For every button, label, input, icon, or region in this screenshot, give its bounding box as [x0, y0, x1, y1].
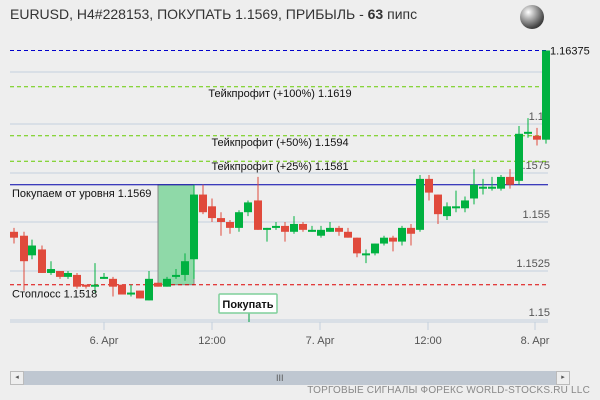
candle-bull — [64, 272, 72, 277]
candle-bull — [263, 227, 271, 230]
candle-bull — [362, 253, 370, 256]
candle-bull — [542, 50, 550, 140]
x-tick-label: 12:00 — [414, 335, 442, 347]
x-tick-label: 8. Apr — [521, 335, 550, 347]
candle-bear — [199, 194, 207, 213]
candle-bear — [208, 206, 216, 219]
candle-bull — [308, 229, 316, 232]
candle-bull — [479, 186, 487, 189]
chart-scrollbar[interactable]: ◂ III ▸ — [10, 371, 570, 385]
candle-bear — [109, 278, 117, 287]
candle-bull — [461, 200, 469, 209]
signal-flag-label: Покупать — [222, 299, 273, 311]
chart-title: EURUSD, H4#228153, ПОКУПАТЬ 1.1569, ПРИБ… — [10, 6, 417, 22]
arrow-right-icon: ▸ — [561, 374, 565, 381]
entry-label: Покупаем от уровня 1.1569 — [12, 188, 151, 200]
candle-bear — [56, 271, 64, 277]
candle-bear — [506, 176, 514, 185]
candle-bull — [326, 227, 334, 232]
candle-bull — [47, 269, 55, 273]
candle-bear — [281, 225, 289, 232]
candle-bear — [434, 194, 442, 215]
candle-bull — [145, 278, 153, 301]
candle-bull — [91, 284, 99, 287]
candle-bear — [73, 274, 81, 287]
footer-credit: ТОРГОВЫЕ СИГНАЛЫ ФОРЕКС WORLD-STOCKS.RU … — [307, 385, 590, 396]
candle-bear — [20, 235, 28, 262]
candle-bull — [524, 131, 532, 134]
candle-bull — [190, 194, 198, 260]
candle-bear — [154, 282, 162, 287]
candle-bull — [290, 223, 298, 232]
globe-icon[interactable] — [520, 5, 544, 29]
candle-bull — [163, 278, 171, 287]
candle-bull — [371, 243, 379, 254]
scroll-left-button[interactable]: ◂ — [10, 371, 24, 385]
candle-bull — [515, 133, 523, 181]
candle-bull — [28, 245, 36, 256]
candle-bull — [497, 176, 505, 189]
x-tick-label: 6. Apr — [90, 335, 119, 347]
candle-bull — [398, 227, 406, 242]
candle-bear — [299, 223, 307, 230]
candle-bear — [344, 231, 352, 238]
candle-bear — [407, 227, 415, 234]
candle-bull — [488, 186, 496, 189]
candle-bull — [272, 225, 280, 228]
candle-bull — [172, 274, 180, 277]
y-tick-label: 1.1525 — [516, 258, 550, 270]
candle-bear — [10, 231, 18, 238]
candle-bull — [380, 237, 388, 244]
candle-bear — [82, 284, 90, 287]
candle-bull — [244, 202, 252, 213]
profit-unit: пипс — [383, 6, 418, 22]
candle-bull — [127, 292, 135, 295]
candle-bear — [217, 218, 225, 222]
candle-bull — [235, 212, 243, 228]
title-text: EURUSD, H4#228153, ПОКУПАТЬ 1.1569, ПРИБ… — [10, 6, 368, 22]
candle-bear — [335, 227, 343, 232]
profit-value: 63 — [367, 6, 384, 22]
candle-bear — [533, 135, 541, 140]
takeprofit-100-label: Тейкпрофит (+100%) 1.1619 — [208, 88, 351, 100]
x-tick-label: 12:00 — [198, 335, 226, 347]
current-price-label: 1.16375 — [550, 46, 590, 58]
candle-bear — [389, 237, 397, 242]
candle-bull — [470, 184, 478, 199]
stoploss-label: Стоплосс 1.1518 — [12, 289, 97, 301]
candle-bull — [181, 261, 189, 275]
scroll-grip-icon[interactable]: III — [276, 373, 284, 383]
candle-bear — [353, 237, 361, 254]
candle-bear — [38, 249, 46, 273]
candle-bear — [136, 290, 144, 299]
candle-bear — [226, 222, 234, 228]
arrow-left-icon: ◂ — [15, 374, 19, 381]
candle-bull — [443, 206, 451, 217]
takeprofit-50-label: Тейкпрофит (+50%) 1.1594 — [211, 137, 348, 149]
candle-bull — [317, 229, 325, 236]
candle-bull — [452, 206, 460, 209]
scroll-right-button[interactable]: ▸ — [556, 371, 570, 385]
candle-bull — [416, 178, 424, 230]
candle-bear — [425, 178, 433, 193]
takeprofit-25-label: Тейкпрофит (+25%) 1.1581 — [211, 161, 348, 173]
candle-bull — [100, 276, 108, 279]
y-tick-label: 1.155 — [522, 209, 550, 221]
candle-bear — [118, 284, 126, 295]
signal-flag-box — [218, 293, 278, 314]
x-tick-label: 7. Apr — [306, 335, 335, 347]
y-tick-label: 1.1575 — [516, 160, 550, 172]
candle-bear — [254, 200, 262, 230]
y-tick-label: 1.15 — [529, 307, 550, 319]
